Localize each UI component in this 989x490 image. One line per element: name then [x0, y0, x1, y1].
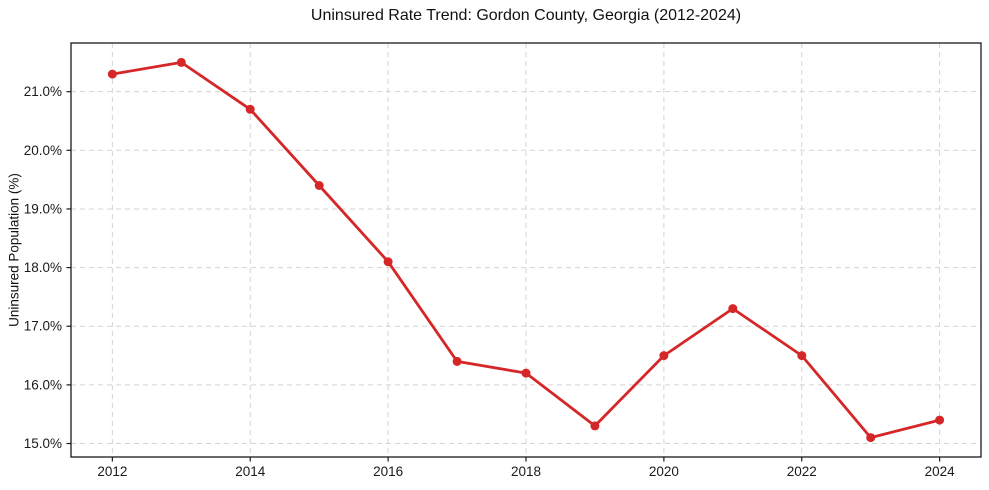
x-tick-label: 2020: [649, 464, 679, 479]
x-tick-label: 2012: [97, 464, 127, 479]
data-point-2012: [107, 69, 117, 79]
x-tick-label: 2022: [787, 464, 817, 479]
y-tick-label: 21.0%: [24, 84, 62, 99]
data-point-2016: [383, 257, 393, 267]
x-tick-label: 2018: [511, 464, 541, 479]
data-point-2024: [935, 415, 945, 425]
y-tick-label: 16.0%: [24, 377, 62, 392]
x-tick-label: 2016: [373, 464, 403, 479]
data-point-2023: [866, 433, 876, 443]
y-tick-label: 20.0%: [24, 143, 62, 158]
x-tick-label: 2014: [235, 464, 266, 479]
data-point-2013: [176, 57, 186, 67]
y-tick-label: 15.0%: [24, 436, 62, 451]
data-point-2021: [728, 304, 738, 314]
data-point-2022: [797, 351, 807, 361]
data-point-2019: [590, 421, 600, 431]
data-point-2015: [314, 181, 324, 190]
y-tick-label: 19.0%: [24, 201, 62, 216]
x-tick-label: 2024: [925, 464, 956, 479]
y-tick-label: 18.0%: [24, 260, 62, 275]
data-point-2017: [452, 356, 462, 366]
data-point-2020: [659, 351, 669, 361]
chart-title: Uninsured Rate Trend: Gordon County, Geo…: [310, 7, 742, 24]
y-tick-label: 17.0%: [24, 319, 62, 334]
data-point-2014: [245, 104, 255, 114]
data-point-2018: [521, 368, 531, 378]
